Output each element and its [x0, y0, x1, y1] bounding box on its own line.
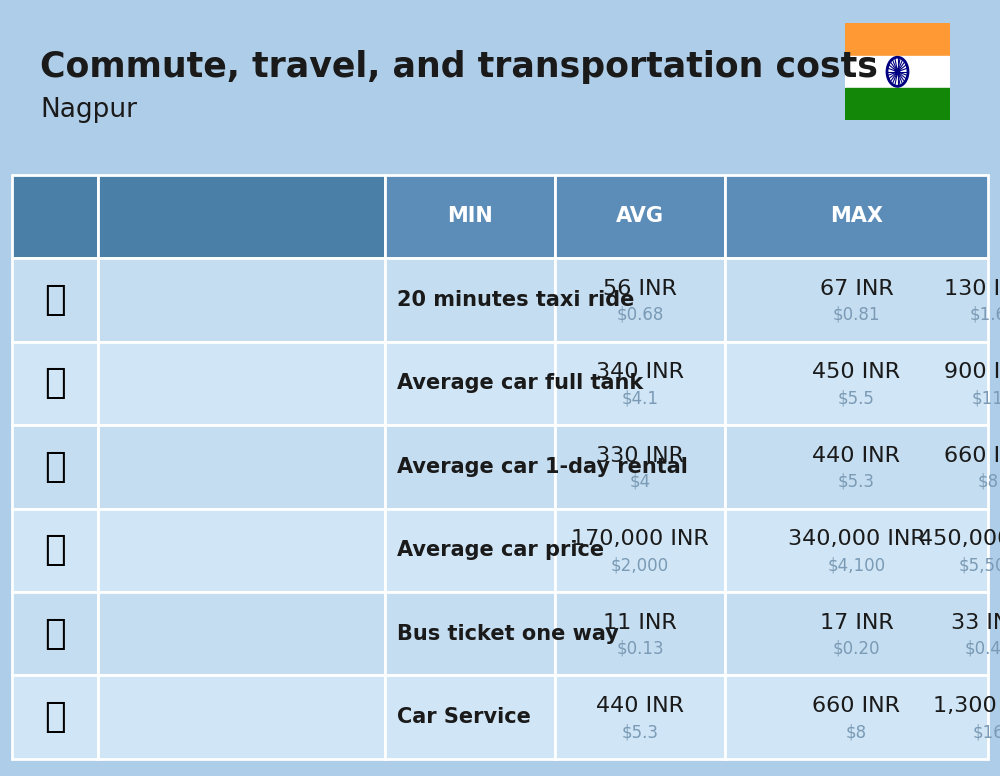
Text: Bus ticket one way: Bus ticket one way: [397, 624, 619, 644]
Text: $11: $11: [972, 390, 1000, 407]
Text: ⛽: ⛽: [44, 366, 66, 400]
Text: $0.81: $0.81: [833, 306, 880, 324]
Text: $0.68: $0.68: [616, 306, 664, 324]
Text: $0.40: $0.40: [964, 639, 1000, 658]
Bar: [845, 56, 950, 88]
Text: AVG: AVG: [616, 206, 664, 227]
Text: $1.6: $1.6: [970, 306, 1000, 324]
Text: $2,000: $2,000: [611, 556, 669, 574]
Text: 🚗: 🚗: [44, 700, 66, 734]
Text: 11 INR: 11 INR: [603, 613, 677, 633]
Bar: [845, 23, 950, 56]
Text: $5.3: $5.3: [622, 723, 658, 741]
Text: 330 INR: 330 INR: [596, 446, 684, 466]
Text: $4,100: $4,100: [827, 556, 886, 574]
Text: $16: $16: [972, 723, 1000, 741]
Text: 900 INR: 900 INR: [944, 362, 1000, 383]
Text: 🚌: 🚌: [44, 617, 66, 651]
Text: 20 minutes taxi ride: 20 minutes taxi ride: [397, 289, 634, 310]
Text: 56 INR: 56 INR: [603, 279, 677, 299]
Text: Car Service: Car Service: [397, 707, 531, 727]
Text: 440 INR: 440 INR: [812, 446, 900, 466]
Circle shape: [895, 69, 900, 74]
Text: 660 INR: 660 INR: [812, 696, 900, 716]
Text: 1,300 INR: 1,300 INR: [933, 696, 1000, 716]
Text: 660 INR: 660 INR: [944, 446, 1000, 466]
Text: Average car 1-day rental: Average car 1-day rental: [397, 457, 688, 476]
Text: $5.3: $5.3: [838, 473, 875, 490]
Text: 340,000 INR: 340,000 INR: [788, 529, 925, 549]
Text: 170,000 INR: 170,000 INR: [571, 529, 709, 549]
Text: 450,000 INR: 450,000 INR: [919, 529, 1000, 549]
Text: $8: $8: [846, 723, 867, 741]
Text: 440 INR: 440 INR: [596, 696, 684, 716]
Text: 33 INR: 33 INR: [951, 613, 1000, 633]
Text: 130 INR: 130 INR: [944, 279, 1000, 299]
Text: 🚙: 🚙: [44, 450, 66, 483]
Text: 450 INR: 450 INR: [812, 362, 901, 383]
Text: $4: $4: [629, 473, 651, 490]
Text: Commute, travel, and transportation costs: Commute, travel, and transportation cost…: [40, 50, 878, 85]
Text: $0.13: $0.13: [616, 639, 664, 658]
Text: 🚗: 🚗: [44, 533, 66, 567]
Text: $8: $8: [977, 473, 999, 490]
Text: 🚕: 🚕: [44, 282, 66, 317]
Bar: [845, 88, 950, 120]
Text: MIN: MIN: [447, 206, 493, 227]
Text: MAX: MAX: [830, 206, 883, 227]
Text: Nagpur: Nagpur: [40, 97, 137, 123]
Text: $5,500: $5,500: [959, 556, 1000, 574]
Text: 67 INR: 67 INR: [820, 279, 893, 299]
Text: 17 INR: 17 INR: [820, 613, 893, 633]
Text: $0.20: $0.20: [833, 639, 880, 658]
Text: Average car full tank: Average car full tank: [397, 373, 643, 393]
Text: $5.5: $5.5: [838, 390, 875, 407]
Text: Average car price: Average car price: [397, 540, 604, 560]
Text: 340 INR: 340 INR: [596, 362, 684, 383]
Text: $4.1: $4.1: [622, 390, 658, 407]
